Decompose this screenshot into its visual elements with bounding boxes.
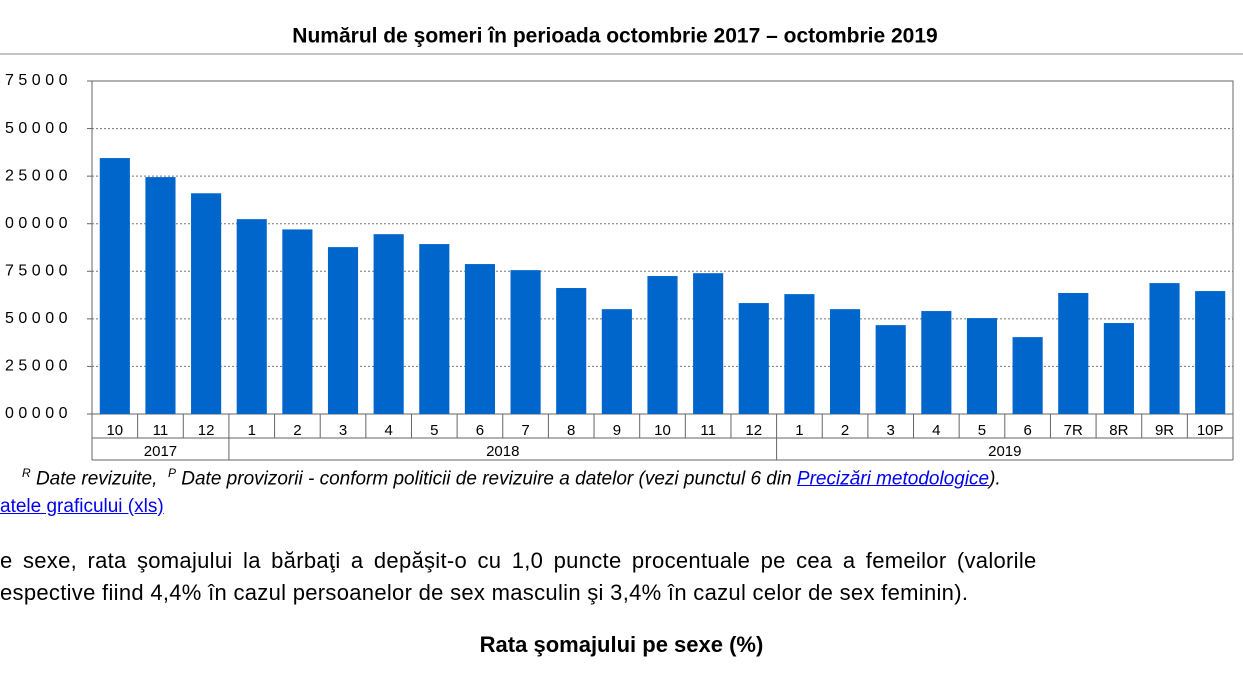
x-tick-label: 10P — [1197, 422, 1224, 439]
x-tick-label: 12 — [198, 422, 215, 439]
x-tick-label: 9 — [613, 422, 621, 439]
bar — [419, 244, 450, 414]
bar — [829, 309, 861, 414]
bar — [647, 276, 678, 414]
bar — [327, 247, 359, 414]
bar — [921, 311, 952, 414]
paragraph-line: espective fiind 4,4% în cazul persoanelo… — [0, 580, 969, 605]
data-link[interactable]: atele graficului (xls) — [0, 496, 164, 517]
data-link-wrap: atele graficului (xls) — [0, 496, 164, 518]
bar — [966, 318, 998, 414]
x-tick-label: 12 — [745, 422, 762, 439]
x-tick-label: 8R — [1109, 422, 1128, 439]
x-tick-label: 2 — [293, 422, 301, 439]
x-tick-label: 6 — [1023, 422, 1031, 439]
x-tick-label: 10 — [654, 422, 671, 439]
y-tick-label: 325000 — [0, 358, 72, 375]
bar — [145, 177, 176, 414]
footnote: R Date revizuite, P Date provizorii - co… — [22, 466, 1001, 490]
y-tick-label: 450000 — [0, 120, 72, 137]
x-tick-label: 4 — [384, 422, 392, 439]
bar — [464, 264, 496, 414]
x-tick-label: 9R — [1155, 422, 1174, 439]
x-tick-label: 11 — [700, 422, 716, 439]
group-label: 2017 — [144, 443, 177, 460]
provisional-mark: P — [167, 466, 176, 480]
x-tick-label: 7R — [1064, 422, 1083, 439]
bar — [191, 193, 222, 414]
chart: Numărul de şomeri în perioada octombrie … — [0, 25, 1243, 461]
group-label: 2018 — [486, 443, 519, 460]
provisional-text: Date provizorii - conform politicii de r… — [181, 468, 797, 490]
bar — [510, 270, 541, 414]
y-tick-label: 475000 — [0, 72, 72, 89]
x-tick-label: 3 — [339, 422, 347, 439]
paragraph-line: e sexe, rata şomajului la bărbaţi a depă… — [0, 548, 1037, 573]
y-tick-label: 400000 — [0, 215, 72, 232]
y-tick-label: 350000 — [0, 310, 72, 327]
bar — [1012, 337, 1043, 414]
chart-title: Numărul de şomeri în perioada octombrie … — [292, 25, 937, 48]
bar — [282, 229, 313, 414]
x-tick-label: 4 — [932, 422, 940, 439]
paragraph: e sexe, rata şomajului la bărbaţi a depă… — [0, 545, 1037, 609]
bar — [1058, 292, 1089, 414]
bar — [784, 294, 815, 414]
bar — [601, 309, 632, 414]
bar — [373, 234, 404, 414]
bar — [738, 303, 769, 414]
x-tick-label: 10 — [106, 422, 123, 439]
x-tick-label: 6 — [476, 422, 484, 439]
x-tick-label: 2 — [841, 422, 849, 439]
x-tick-label: 5 — [430, 422, 438, 439]
section-heading: Rata şomajului pe sexe (%) — [479, 632, 764, 657]
bar — [99, 158, 130, 414]
x-tick-label: 1 — [795, 422, 803, 439]
bar — [556, 288, 587, 414]
footnote-end: ). — [989, 468, 1001, 490]
bar — [1195, 291, 1226, 414]
x-tick-label: 1 — [248, 422, 256, 439]
x-tick-label: 3 — [887, 422, 895, 439]
bar — [875, 325, 906, 414]
bar — [1149, 283, 1180, 414]
x-tick-label: 7 — [521, 422, 529, 439]
revised-mark: R — [22, 466, 31, 480]
bar — [693, 273, 724, 414]
bar — [236, 219, 267, 414]
bar — [1103, 323, 1134, 414]
x-tick-label: 11 — [153, 422, 169, 439]
y-tick-label: 300000 — [0, 405, 72, 422]
y-tick-label: 425000 — [0, 167, 72, 184]
x-tick-label: 8 — [567, 422, 575, 439]
revised-text: Date revizuite, — [35, 468, 158, 490]
methodology-link[interactable]: Precizări metodologice — [796, 468, 990, 490]
group-label: 2019 — [988, 443, 1021, 460]
y-tick-label: 375000 — [0, 263, 72, 280]
x-tick-label: 5 — [978, 422, 986, 439]
